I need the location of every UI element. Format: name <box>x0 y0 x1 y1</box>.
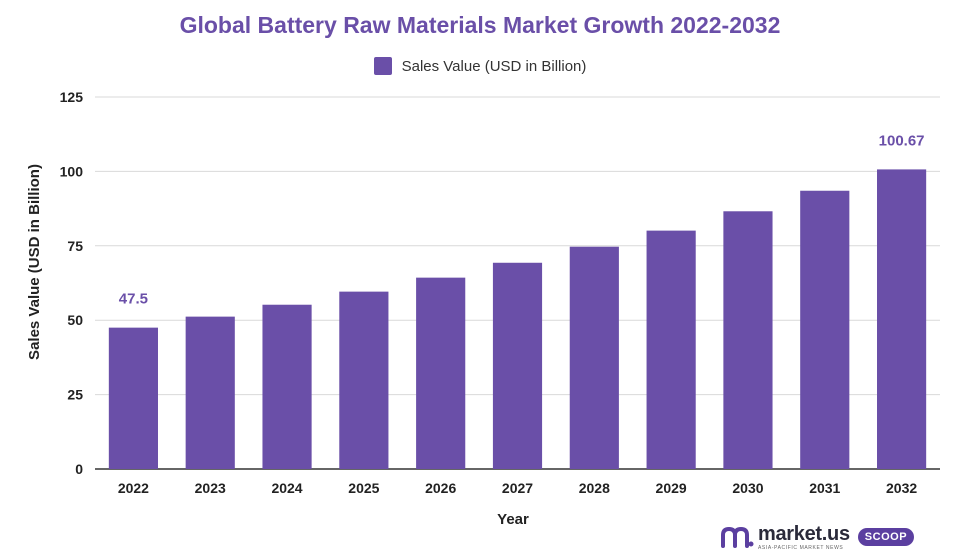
y-axis-title: Sales Value (USD in Billion) <box>26 164 43 360</box>
data-labels: 47.5 100.67 <box>119 132 925 307</box>
bars <box>108 169 927 470</box>
brand-name: market.us <box>758 522 850 545</box>
bar-2024 <box>262 304 312 469</box>
y-axis-ticks: 0 25 50 75 100 125 <box>60 89 84 477</box>
x-tick-label: 2026 <box>425 480 456 496</box>
x-tick-label: 2032 <box>886 480 917 496</box>
data-label-2032: 100.67 <box>879 132 925 149</box>
legend-label: Sales Value (USD in Billion) <box>401 57 587 75</box>
x-axis-title: Year <box>497 511 529 528</box>
market-us-logo-icon <box>721 526 754 548</box>
bar-2030 <box>723 211 773 470</box>
bar-2026 <box>416 277 466 469</box>
x-tick-label: 2022 <box>118 480 149 496</box>
y-tick-label: 50 <box>67 312 83 328</box>
bar-2028 <box>569 246 619 469</box>
x-tick-label: 2028 <box>579 480 610 496</box>
x-tick-label: 2030 <box>732 480 763 496</box>
x-axis-ticks: 2022 2023 2024 2025 2026 2027 2028 2029 2030 2031… <box>118 480 918 496</box>
y-tick-label: 125 <box>60 89 84 105</box>
brand-watermark: market.us ASIA-PACIFIC MARKET NEWS SCOOP <box>720 522 915 552</box>
legend: Sales Value (USD in Billion) <box>0 57 960 75</box>
x-tick-label: 2031 <box>809 480 840 496</box>
y-tick-label: 100 <box>60 163 84 179</box>
x-tick-label: 2025 <box>348 480 379 496</box>
legend-swatch <box>373 57 392 75</box>
y-tick-label: 0 <box>75 461 83 477</box>
bar-2023 <box>185 316 235 469</box>
x-tick-label: 2027 <box>502 480 533 496</box>
brand-badge: SCOOP <box>857 528 915 546</box>
data-label-2022: 47.5 <box>119 291 148 308</box>
bar-2032 <box>877 169 927 470</box>
bar-2022 <box>108 327 158 469</box>
y-tick-label: 25 <box>67 387 83 403</box>
bar-2029 <box>646 230 696 469</box>
bar-2025 <box>339 291 389 469</box>
x-tick-label: 2023 <box>195 480 226 496</box>
chart-title: Global Battery Raw Materials Market Grow… <box>179 12 781 38</box>
y-tick-label: 75 <box>67 238 83 254</box>
bar-2031 <box>800 190 850 469</box>
x-tick-label: 2024 <box>271 480 302 496</box>
brand-tagline: ASIA-PACIFIC MARKET NEWS <box>758 544 844 551</box>
x-tick-label: 2029 <box>656 480 687 496</box>
bar-2027 <box>492 262 543 469</box>
